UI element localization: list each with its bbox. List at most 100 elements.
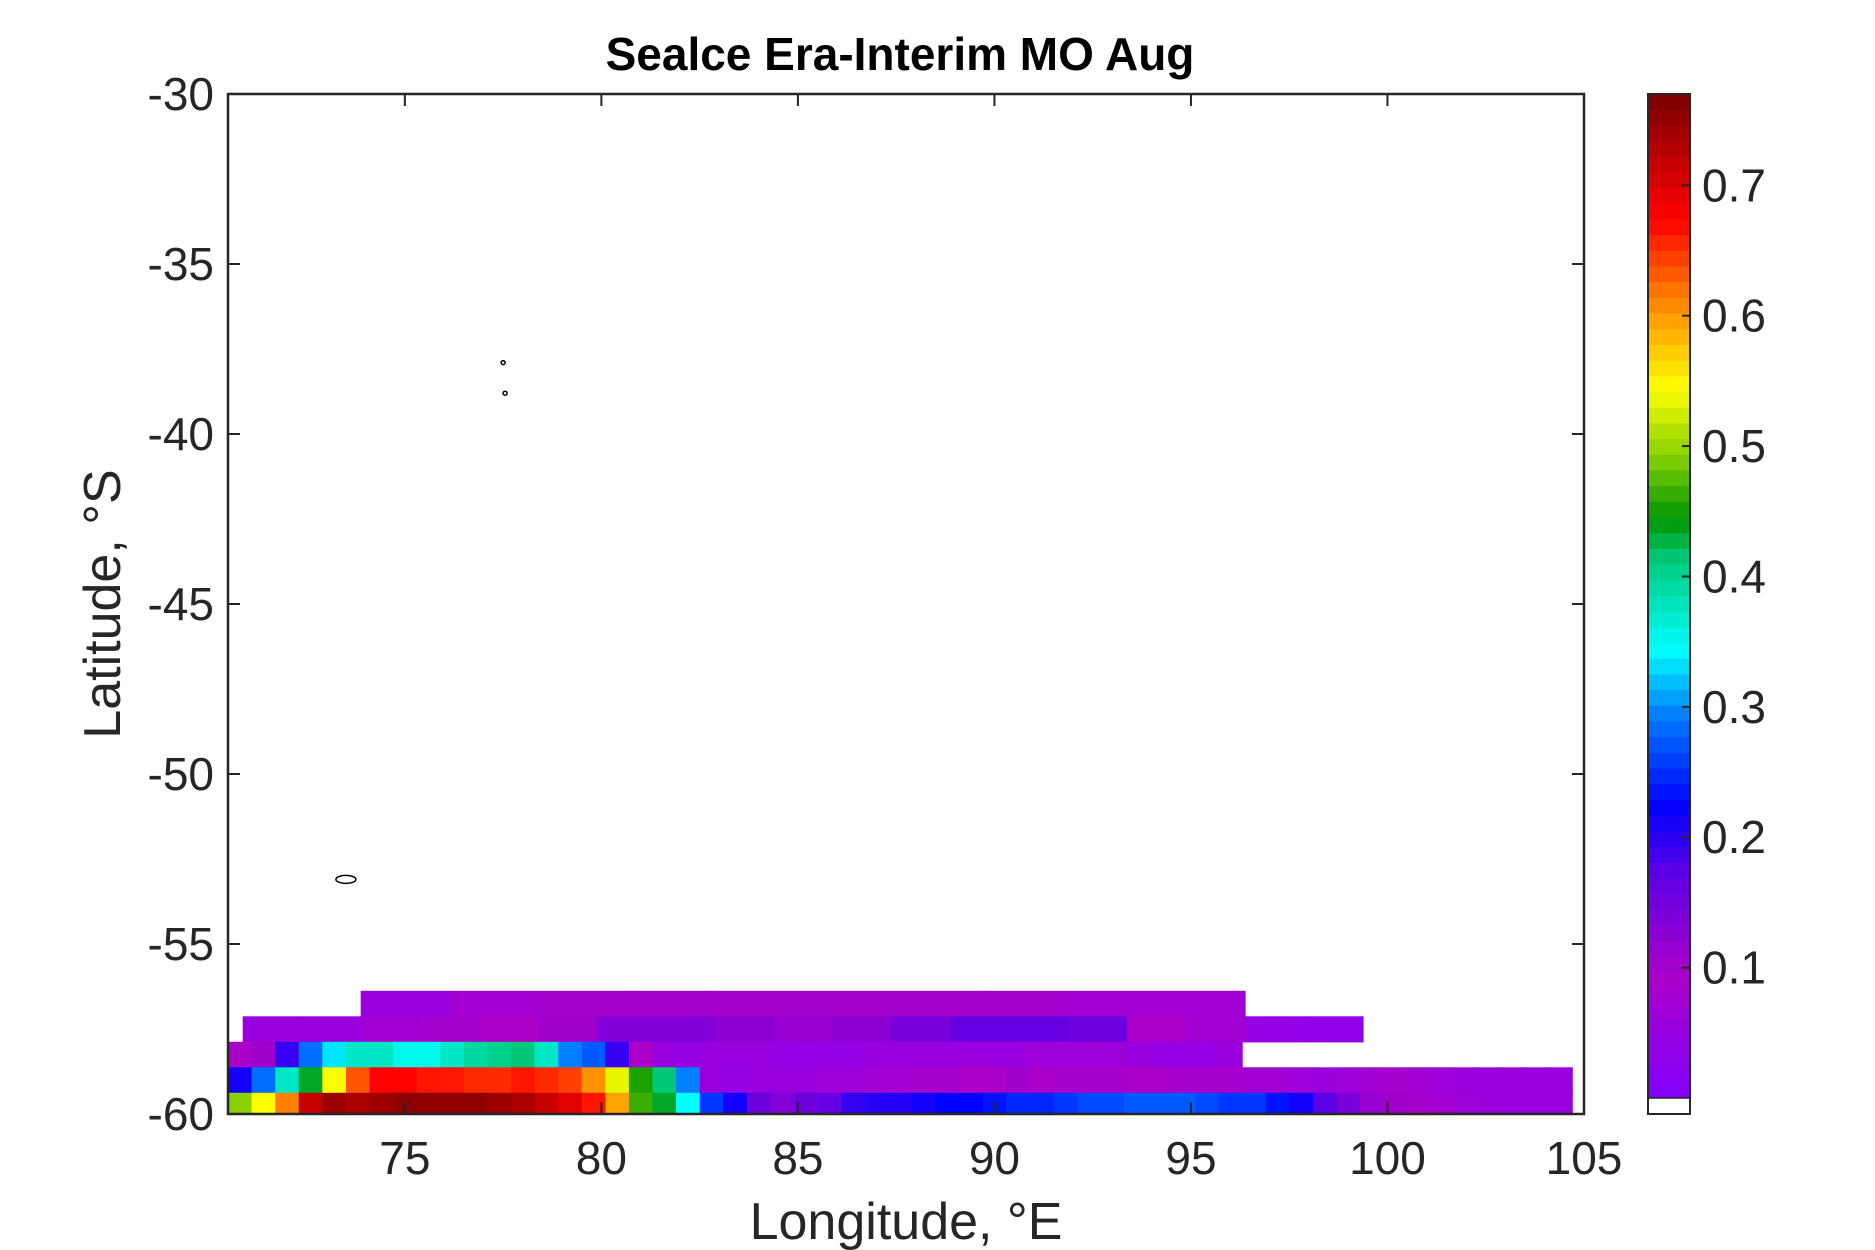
heatmap-cell [746, 1067, 771, 1094]
heatmap-cell [440, 1067, 465, 1094]
heatmap-cell [1242, 1067, 1267, 1094]
heatmap-cell [676, 1092, 701, 1114]
colorbar: 0.1 0.2 0.3 0.4 0.5 0.6 0.7 [1647, 93, 1766, 1115]
colorbar-stripe [1648, 141, 1690, 158]
colorbar-stripe [1648, 219, 1690, 236]
colorbar-stripe [1648, 517, 1690, 534]
colorbar-stripe [1648, 188, 1690, 205]
colorbar-tick-label: 0.1 [1702, 942, 1766, 994]
heatmap-cell [891, 990, 981, 1017]
colorbar-stripe [1648, 250, 1690, 268]
colorbar-stripe [1648, 548, 1690, 566]
coastline-contours [335, 359, 508, 885]
heatmap-cell [1124, 1092, 1149, 1114]
y-tick-label: -60 [148, 1088, 214, 1140]
heatmap-cell [1029, 1041, 1054, 1068]
heatmap-cell [1360, 1067, 1385, 1094]
heatmap-cell [911, 1067, 937, 1094]
colorbar-stripe [1648, 266, 1690, 283]
heatmap-cell [1100, 1041, 1125, 1068]
x-tick-label: 80 [576, 1132, 627, 1184]
heatmap-cell [1383, 1067, 1408, 1094]
heatmap-cell [393, 1041, 418, 1068]
heatmap-cell [1147, 1067, 1172, 1094]
heatmap-cell [1242, 1092, 1267, 1114]
colorbar-stripe [1648, 392, 1690, 409]
y-tick-label: -45 [148, 578, 214, 630]
colorbar-stripe [1648, 784, 1690, 801]
heatmap-cell [242, 1016, 303, 1043]
heatmap-cell [1171, 1041, 1196, 1068]
heatmap-cell [1194, 1092, 1220, 1114]
colorbar-stripe [1648, 831, 1690, 848]
heatmap-cell [298, 1067, 323, 1094]
heatmap-cell [1068, 1016, 1128, 1043]
heatmap-cell [1053, 1092, 1078, 1114]
colorbar-stripe [1648, 596, 1690, 613]
heatmap-cell [1360, 1092, 1385, 1114]
heatmap-cell [1548, 1092, 1573, 1114]
colorbar-stripe [1648, 564, 1690, 581]
colorbar-stripe [1648, 956, 1690, 974]
heatmap-cell [301, 1016, 362, 1043]
heatmap-cell [817, 1092, 842, 1114]
colorbar-stripe [1648, 941, 1690, 958]
heatmap-cell [440, 1041, 465, 1068]
heatmap-cell [714, 1016, 774, 1043]
heatmap-cell [959, 1067, 984, 1094]
heatmap-cell [511, 1092, 536, 1114]
heatmap-cell [1124, 1041, 1149, 1068]
heatmap-cell [979, 990, 1069, 1017]
heatmap-cell [676, 1067, 701, 1094]
heatmap-cell [1053, 1041, 1078, 1068]
heatmap-cell [416, 1041, 441, 1068]
heatmap-cell [1430, 1067, 1455, 1094]
x-tick-label: 90 [969, 1132, 1020, 1184]
colorbar-tick-label: 0.4 [1702, 550, 1766, 602]
heatmap-cell [275, 1067, 300, 1094]
heatmap-cell [1525, 1092, 1550, 1114]
colorbar-stripe [1648, 580, 1690, 597]
heatmap-cell [1009, 1016, 1069, 1043]
colorbar-stripe [1648, 156, 1690, 174]
heatmap-cell [891, 1016, 951, 1043]
heatmap-cell [1501, 1067, 1526, 1094]
colorbar-stripe [1648, 533, 1690, 550]
heatmap-cell [322, 1067, 347, 1094]
heatmap-cell [1548, 1067, 1573, 1094]
heatmap-cell [888, 1092, 913, 1114]
colorbar-stripe [1648, 894, 1690, 911]
heatmap-cell [770, 1041, 795, 1068]
heatmap-cell [723, 1067, 748, 1094]
x-tick-label: 105 [1546, 1132, 1623, 1184]
colorbar-stripe [1648, 407, 1690, 425]
heatmap-cell [1029, 1092, 1054, 1114]
heatmap-cell [1171, 1092, 1196, 1114]
heatmap-cell [298, 1041, 323, 1068]
colorbar-stripe [1648, 752, 1690, 770]
colorbar-stripe [1648, 1082, 1690, 1099]
heatmap-cell [1124, 1067, 1149, 1094]
heatmap-cell [1218, 1041, 1243, 1068]
heatmap-cell [449, 990, 539, 1017]
colorbar-ticks: 0.1 0.2 0.3 0.4 0.5 0.6 0.7 [1682, 159, 1766, 994]
heatmap-cell [416, 1067, 441, 1094]
heatmap-cell [935, 1067, 960, 1094]
heatmap-cell [723, 1092, 748, 1114]
y-tick-label: -35 [148, 238, 214, 290]
island-contour [502, 390, 508, 396]
heatmap-cell [275, 1041, 300, 1068]
heatmap-cell [581, 1041, 606, 1068]
heatmap-cell [416, 1092, 441, 1114]
colorbar-stripe [1648, 125, 1690, 142]
heatmap-cell [369, 1041, 394, 1068]
heatmap-cell [1068, 990, 1158, 1017]
heatmap-cell [537, 990, 627, 1017]
heatmap-cell [487, 1041, 512, 1068]
heatmap-cell [581, 1067, 606, 1094]
heatmap-cell [558, 1041, 583, 1068]
heatmap-cell [652, 1041, 677, 1068]
colorbar-stripe [1648, 235, 1690, 252]
heatmap-cell [841, 1092, 866, 1114]
